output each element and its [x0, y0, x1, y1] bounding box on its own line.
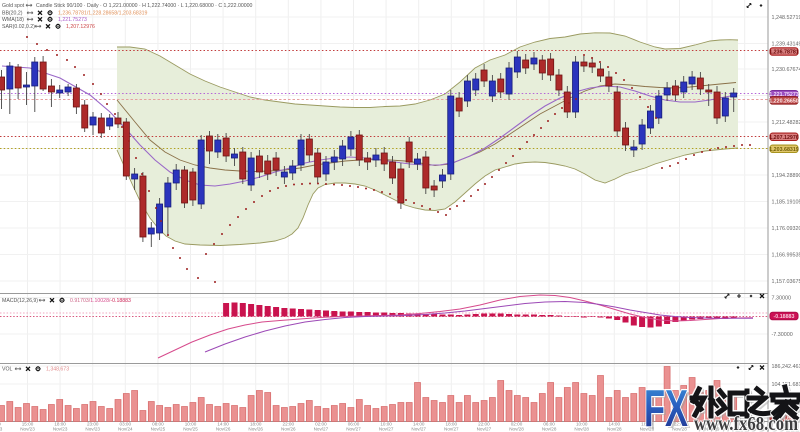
svg-text:Nov/28: Nov/28 [509, 427, 524, 432]
svg-text:1,236.78781: 1,236.78781 [769, 50, 799, 56]
svg-text:Nov/27: Nov/27 [444, 427, 459, 432]
svg-text:14:00: 14:00 [0, 422, 1, 427]
svg-text:1,236.78781/1,228.28658/1,203.: 1,236.78781/1,228.28658/1,203.68319 [58, 11, 148, 17]
svg-text:Nov/27: Nov/27 [411, 427, 426, 432]
svg-text:1,157.03675: 1,157.03675 [772, 279, 800, 285]
svg-text:1,230.67674: 1,230.67674 [772, 67, 800, 73]
svg-text:1,220.26650: 1,220.26650 [769, 98, 799, 104]
svg-text:1,239.43149: 1,239.43149 [772, 42, 800, 48]
svg-text:-0.18883: -0.18883 [774, 314, 795, 320]
svg-text:186,242.461: 186,242.461 [772, 364, 800, 370]
svg-text:VOL: VOL [2, 367, 12, 373]
svg-text:www.fx68.com: www.fx68.com [694, 413, 798, 432]
svg-text:1,194.28890: 1,194.28890 [772, 173, 800, 179]
svg-text:10:00: 10:00 [380, 422, 392, 427]
svg-text:14:00: 14:00 [609, 422, 621, 427]
svg-text:Nov/28: Nov/28 [607, 427, 622, 432]
svg-text:1,207.12976: 1,207.12976 [66, 24, 95, 30]
svg-text:0.91703/1.10028/-0.18883: 0.91703/1.10028/-0.18883 [70, 298, 131, 304]
svg-text:Nov/28: Nov/28 [640, 427, 655, 432]
svg-text:18:00: 18:00 [54, 422, 66, 427]
svg-text:06:00: 06:00 [739, 422, 751, 427]
svg-text:-7.30000: -7.30000 [772, 332, 793, 338]
svg-text:Nov/25: Nov/25 [183, 427, 198, 432]
svg-text:SAR(0.02,0.2): SAR(0.02,0.2) [2, 24, 35, 30]
svg-text:02:00: 02:00 [511, 422, 523, 427]
svg-text:Nov/28: Nov/28 [672, 427, 687, 432]
svg-text:Nov/26: Nov/26 [281, 427, 296, 432]
svg-text:1,185.19105: 1,185.19105 [772, 200, 800, 206]
svg-text:Nov/27: Nov/27 [379, 427, 394, 432]
svg-text:FX: FX [647, 382, 691, 432]
svg-text:MACD(12,26,9): MACD(12,26,9) [2, 298, 38, 304]
svg-text:1,221.75273: 1,221.75273 [769, 92, 799, 98]
svg-text:Candle Stick 90/100 · Daily ·: Candle Stick 90/100 · Daily · O 1,221.00… [36, 3, 253, 9]
svg-text:18:00: 18:00 [446, 422, 458, 427]
svg-text:22:00: 22:00 [478, 422, 490, 427]
svg-text:1,212.48282: 1,212.48282 [772, 120, 800, 126]
svg-text:Nov/27: Nov/27 [314, 427, 329, 432]
svg-text:Nov/26: Nov/26 [216, 427, 231, 432]
svg-text:Nov/26: Nov/26 [248, 427, 263, 432]
svg-text:02:00: 02:00 [315, 422, 327, 427]
svg-text:1,176.09320: 1,176.09320 [772, 226, 800, 232]
svg-text:1,207.12976: 1,207.12976 [769, 135, 799, 141]
svg-text:Nov/28: Nov/28 [542, 427, 557, 432]
svg-text:14:00: 14:00 [217, 422, 229, 427]
svg-text:1,221.75273: 1,221.75273 [58, 17, 87, 23]
svg-text:Nov/27: Nov/27 [477, 427, 492, 432]
svg-text:03:00: 03:00 [120, 422, 132, 427]
svg-text:06:00: 06:00 [348, 422, 360, 427]
svg-text:22:00: 22:00 [283, 422, 295, 427]
svg-text:1,203.68319: 1,203.68319 [769, 147, 799, 153]
svg-text:10:00: 10:00 [185, 422, 197, 427]
svg-text:Nov/29: Nov/29 [737, 427, 752, 432]
svg-text:15:00: 15:00 [22, 422, 34, 427]
svg-text:22:00: 22:00 [674, 422, 686, 427]
svg-text:23:00: 23:00 [87, 422, 99, 427]
svg-text:10:00: 10:00 [576, 422, 588, 427]
svg-text:Nov/23: Nov/23 [85, 427, 100, 432]
svg-text:WMA(18): WMA(18) [2, 17, 24, 23]
svg-text:1,348,673: 1,348,673 [46, 367, 69, 373]
svg-text:Nov/25: Nov/25 [151, 427, 166, 432]
svg-text:06:00: 06:00 [543, 422, 555, 427]
svg-text:18:00: 18:00 [250, 422, 262, 427]
svg-text:www.fx68.com: www.fx68.com [696, 415, 800, 432]
svg-text:Nov/29: Nov/29 [705, 427, 720, 432]
svg-text:Gold spot: Gold spot [2, 3, 25, 9]
svg-text:1,166.99535: 1,166.99535 [772, 253, 800, 259]
svg-text:FX: FX [644, 380, 688, 432]
svg-text:Nov/28: Nov/28 [574, 427, 589, 432]
svg-text:08:00: 08:00 [152, 422, 164, 427]
svg-text:1,248.52719: 1,248.52719 [772, 15, 800, 21]
svg-text:Nov/27: Nov/27 [346, 427, 361, 432]
svg-text:02:00: 02:00 [706, 422, 718, 427]
svg-text:BB(20,2): BB(20,2) [2, 11, 23, 17]
svg-text:7.30000: 7.30000 [772, 296, 792, 302]
svg-text:18:00: 18:00 [641, 422, 653, 427]
svg-text:14:00: 14:00 [413, 422, 425, 427]
svg-text:Nov/23: Nov/23 [0, 427, 3, 432]
svg-text:Nov/24: Nov/24 [118, 427, 133, 432]
svg-text:Nov/23: Nov/23 [20, 427, 35, 432]
svg-text:Nov/23: Nov/23 [53, 427, 68, 432]
